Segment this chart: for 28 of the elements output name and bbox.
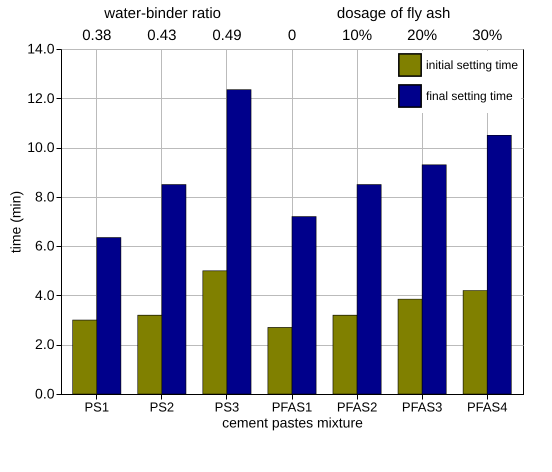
x-tick-label: PFAS4 xyxy=(466,400,508,414)
text: 0.49 xyxy=(212,27,242,44)
x-tick-label: PFAS2 xyxy=(336,400,378,414)
x-tick-label: PS3 xyxy=(214,400,240,414)
x-tick-label: PS2 xyxy=(150,400,174,414)
x-tick-label: PS1 xyxy=(84,400,110,414)
x-tick-label: PFAS1 xyxy=(272,400,312,414)
text: water-binder ratio xyxy=(103,5,221,22)
y-tick-label: 12.0 xyxy=(27,90,55,106)
x-tick-label: PFAS3 xyxy=(402,400,442,414)
y-axis-title: time (min) xyxy=(7,190,24,254)
text: 10% xyxy=(342,27,372,44)
y-tick-label: 14.0 xyxy=(27,40,55,56)
legend-label: initial setting time xyxy=(426,58,518,72)
text: 20% xyxy=(407,27,438,44)
y-tick-label: 8.0 xyxy=(35,188,55,204)
x-axis-title: cement pastes mixture xyxy=(222,414,364,430)
legend-label: final setting time xyxy=(426,89,514,103)
text: 30% xyxy=(472,27,502,44)
y-tick-label: 0.0 xyxy=(35,386,55,402)
y-tick-label: 4.0 xyxy=(35,286,55,303)
text: dosage of fly ash xyxy=(336,5,450,22)
text: 0 xyxy=(288,27,296,44)
y-tick-label: 10.0 xyxy=(27,139,55,156)
text: 0.43 xyxy=(147,27,176,44)
text: 0.38 xyxy=(82,27,112,44)
y-tick-label: 6.0 xyxy=(35,238,55,254)
y-tick-label: 2.0 xyxy=(35,336,55,352)
